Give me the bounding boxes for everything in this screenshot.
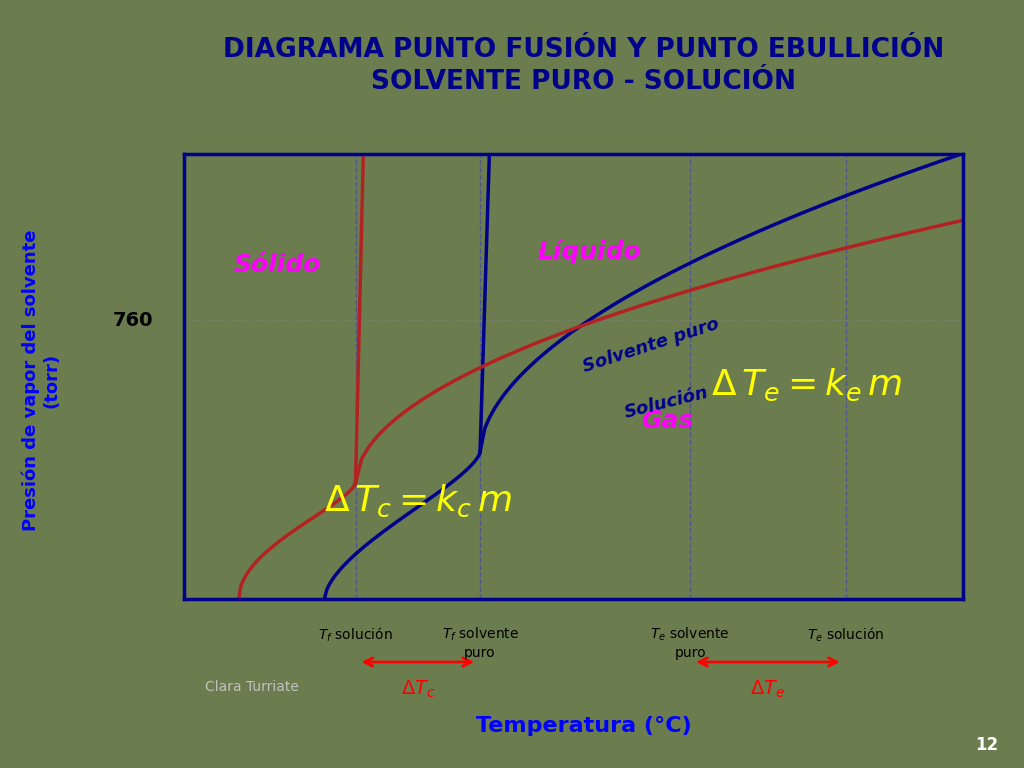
Text: DIAGRAMA PUNTO FUSIÓN Y PUNTO EBULLICIÓN: DIAGRAMA PUNTO FUSIÓN Y PUNTO EBULLICIÓN: [223, 37, 944, 63]
Text: Gas: Gas: [641, 409, 693, 433]
Text: $T_e$ solución: $T_e$ solución: [807, 626, 885, 644]
Text: $\Delta\,T_e = k_e\,m$: $\Delta\,T_e = k_e\,m$: [711, 367, 903, 403]
Text: Temperatura (°C): Temperatura (°C): [476, 716, 691, 736]
Text: Clara Turriate: Clara Turriate: [205, 680, 299, 694]
Text: $\Delta T_c$: $\Delta T_c$: [400, 679, 435, 700]
Text: $T_e$ solvente
puro: $T_e$ solvente puro: [650, 626, 730, 660]
Text: Líquido: Líquido: [538, 239, 641, 264]
Text: Sólido: Sólido: [234, 253, 322, 277]
Text: $\Delta\,T_c = k_c\,m$: $\Delta\,T_c = k_c\,m$: [324, 483, 512, 519]
Text: $T_f$ solvente
puro: $T_f$ solvente puro: [441, 626, 518, 660]
Text: $T_f$ solución: $T_f$ solución: [318, 626, 393, 644]
Text: Solvente puro: Solvente puro: [581, 315, 722, 376]
Text: $\Delta T_e$: $\Delta T_e$: [751, 679, 785, 700]
Text: 760: 760: [113, 310, 154, 329]
Text: 12: 12: [975, 737, 998, 754]
Text: SOLVENTE PURO - SOLUCIÓN: SOLVENTE PURO - SOLUCIÓN: [371, 69, 797, 95]
Text: Solución: Solución: [623, 384, 711, 422]
Text: Presión de vapor del solvente
(torr): Presión de vapor del solvente (torr): [22, 230, 60, 531]
